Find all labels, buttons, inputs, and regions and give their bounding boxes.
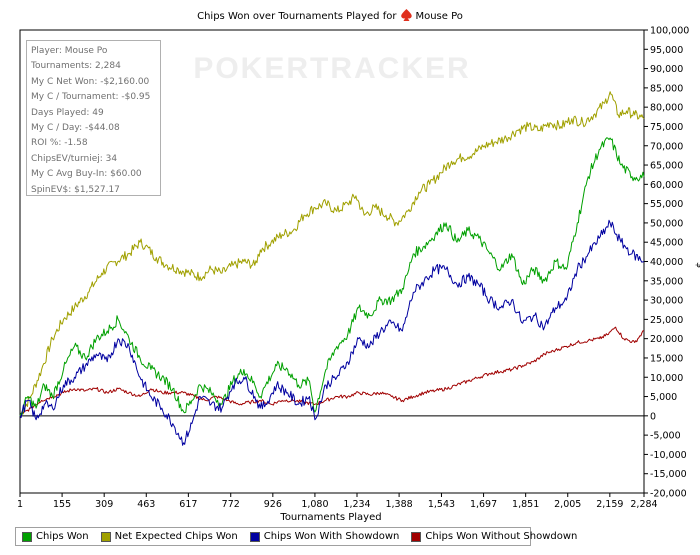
y-tick-label: 55,000 <box>650 199 683 210</box>
x-tick-label: 2,284 <box>630 499 657 510</box>
y-tick-label: 20,000 <box>650 334 683 345</box>
y-tick-label: 60,000 <box>650 180 683 191</box>
info-spinev: SpinEV$: $1,527.17 <box>31 184 120 195</box>
y-tick-label: 10,000 <box>650 373 683 384</box>
y-tick-label: 25,000 <box>650 315 683 326</box>
stats-info-box: Player: Mouse Po Tournaments: 2,284 My C… <box>26 40 161 196</box>
legend-label: Net Expected Chips Won <box>114 531 238 542</box>
legend-swatch <box>411 531 422 542</box>
y-tick-label: 15,000 <box>650 353 683 364</box>
info-player: Player: Mouse Po <box>31 46 108 56</box>
x-tick-label: 309 <box>95 499 113 510</box>
y-tick-label: 100,000 <box>650 26 689 37</box>
x-tick-label: 463 <box>137 499 155 510</box>
x-tick-label: 2,005 <box>554 499 581 510</box>
series-line-chips-won <box>19 137 645 416</box>
axes: -20,000 -15,000 -10,000 -5,000 0 5,000 10,000 1… <box>17 26 689 511</box>
y-tick-label: 30,000 <box>650 296 683 307</box>
legend-swatch <box>100 531 111 542</box>
y-tick-label: 90,000 <box>650 64 683 75</box>
x-tick-label: 1,234 <box>343 499 370 510</box>
y-tick-label: 0 <box>650 411 656 422</box>
x-axis-label: Tournaments Played <box>279 512 381 523</box>
info-net-won: My C Net Won: -$2,160.00 <box>31 76 150 87</box>
legend-item-net-expected[interactable]: Net Expected Chips Won <box>100 531 238 542</box>
y-tick-label: 45,000 <box>650 238 683 249</box>
x-tick-label: 1,080 <box>301 499 328 510</box>
y-tick-label: -15,000 <box>650 469 687 480</box>
series-line-net-expected-chips-won <box>19 91 645 417</box>
legend-swatch <box>22 531 32 542</box>
legend-label: Chips Won With Showdown <box>263 531 400 542</box>
y-tick-label: 75,000 <box>650 122 683 133</box>
info-chipsev: ChipsEV/turniej: 34 <box>31 153 118 164</box>
legend-item-chips-won[interactable]: Chips Won <box>22 531 89 542</box>
info-per-tournament: My C / Tournament: -$0.95 <box>31 92 151 103</box>
x-tick-label: 1,388 <box>385 499 412 510</box>
x-tick-label: 155 <box>53 499 71 510</box>
chart-title-player: Mouse Po <box>415 11 462 22</box>
y-tick-label: 70,000 <box>650 141 683 152</box>
x-tick-label: 926 <box>264 499 282 510</box>
x-tick-label: 617 <box>179 499 197 510</box>
watermark: POKERTRACKER <box>193 52 470 85</box>
series-line-chips-won-without-showdown <box>20 326 645 417</box>
legend-item-with-showdown[interactable]: Chips Won With Showdown <box>249 531 400 542</box>
y-tick-label: 65,000 <box>650 161 683 172</box>
y-tick-label: -10,000 <box>650 450 687 461</box>
y-axis-label: $ <box>694 262 700 268</box>
series-layer <box>19 91 645 446</box>
info-per-day: My C / Day: -$44.08 <box>31 122 120 133</box>
y-tick-label: 50,000 <box>650 218 683 229</box>
legend-item-without-showdown[interactable]: Chips Won Without Showdown <box>411 531 577 542</box>
info-avg-buyin: My C Avg Buy-In: $60.00 <box>31 169 142 180</box>
y-tick-label: 40,000 <box>650 257 683 268</box>
legend-label: Chips Won Without Showdown <box>425 531 578 542</box>
info-tournaments: Tournaments: 2,284 <box>31 61 121 72</box>
legend-label: Chips Won <box>36 531 89 542</box>
y-tick-label: 80,000 <box>650 103 683 114</box>
x-tick-label: 2,159 <box>596 499 623 510</box>
chart-legend: Chips Won Net Expected Chips Won Chips W… <box>15 527 577 546</box>
y-tick-label: 85,000 <box>650 83 683 94</box>
spade-stem <box>403 16 410 21</box>
chart-title-text: Chips Won over Tournaments Played for <box>197 11 397 22</box>
y-tick-label: -5,000 <box>650 431 681 442</box>
y-tick-label: 95,000 <box>650 45 683 56</box>
legend-swatch <box>249 531 260 542</box>
x-tick-label: 1,851 <box>512 499 539 510</box>
info-days-played: Days Played: 49 <box>31 107 104 118</box>
info-roi: ROI %: -1.58 <box>31 138 88 149</box>
pokertracker-spade-icon <box>401 9 412 21</box>
x-tick-label: 772 <box>222 499 240 510</box>
y-tick-label: -20,000 <box>650 489 687 500</box>
series-line-chips-won-with-showdown <box>19 219 645 446</box>
spade-shape <box>401 9 412 19</box>
y-tick-label: 35,000 <box>650 276 683 287</box>
x-tick-label: 1,543 <box>428 499 455 510</box>
x-tick-label: 1,697 <box>470 499 497 510</box>
x-tick-label: 1 <box>17 499 23 510</box>
chart-title: Chips Won over Tournaments Played for Mo… <box>197 9 463 22</box>
y-tick-label: 5,000 <box>650 392 677 403</box>
